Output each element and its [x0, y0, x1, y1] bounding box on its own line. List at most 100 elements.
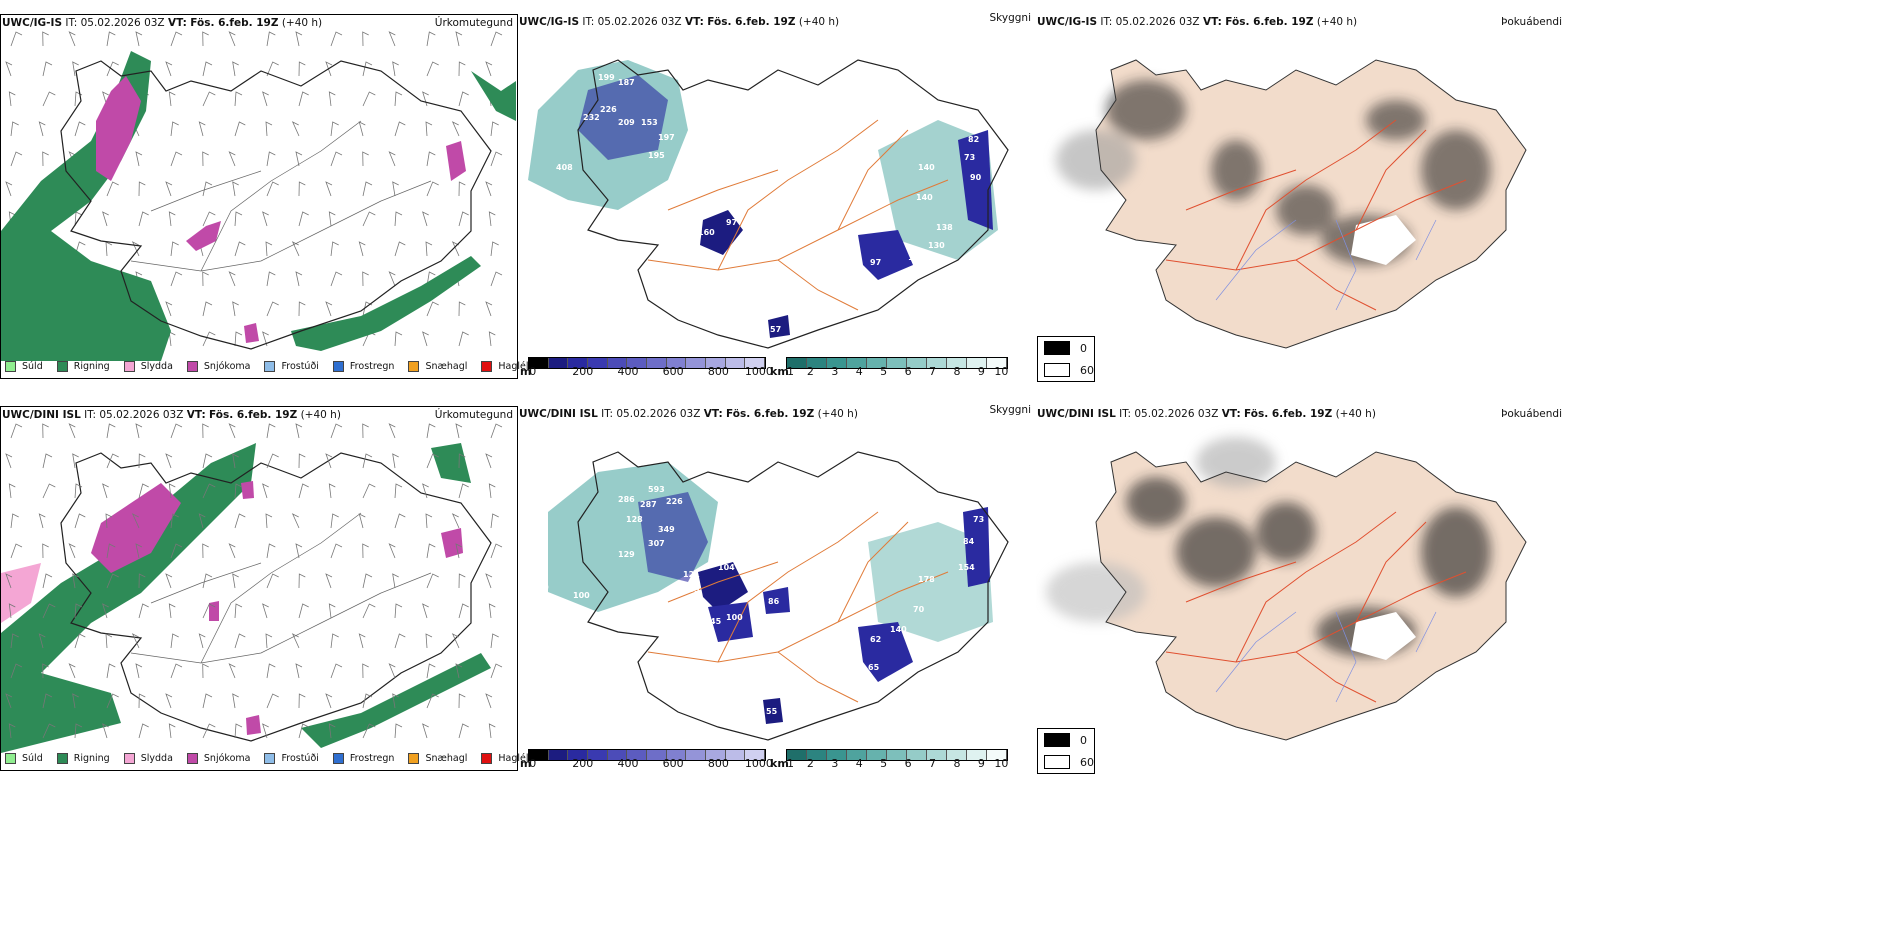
wind-barb: [262, 603, 269, 619]
wind-barb: [42, 31, 49, 47]
ceiling-label: 97: [870, 258, 881, 267]
panel-title: UWC/IG-IS IT: 05.02.2026 03Z VT: Fös. 6.…: [2, 17, 323, 29]
wind-barb: [388, 271, 396, 287]
wind-barb: [426, 301, 439, 317]
wind-barb: [394, 513, 406, 529]
wind-barb: [10, 513, 19, 529]
ceiling-label: 104: [718, 563, 735, 572]
wind-barb: [266, 31, 276, 47]
ceiling-label: 82: [968, 135, 979, 144]
colorbar-segment: [725, 750, 746, 760]
wind-barb: [165, 301, 173, 317]
ceiling-label: 322: [710, 129, 727, 138]
colorbar-segment: [867, 358, 887, 368]
wind-barb: [426, 423, 436, 439]
tick: 3: [831, 365, 839, 378]
colorbar-segment: [947, 750, 967, 760]
wind-barb: [490, 543, 503, 559]
wind-barb: [358, 241, 366, 257]
panel-name: Skyggni: [989, 12, 1032, 24]
wind-barb: [426, 693, 439, 709]
wind-barb: [295, 151, 303, 167]
wind-barb: [330, 31, 343, 47]
wind-barb: [202, 573, 213, 589]
wind-barb: [394, 211, 403, 227]
wind-barb: [202, 151, 209, 167]
wind-barb: [202, 181, 213, 197]
ceiling-label: 199: [598, 73, 615, 82]
fog-legend-item: 60: [1038, 359, 1094, 381]
wind-barb: [202, 693, 213, 709]
wind-barb: [426, 181, 439, 197]
wind-barb: [170, 31, 183, 47]
wind-barb: [458, 61, 466, 77]
wind-barb: [202, 543, 209, 559]
wind-barb: [298, 483, 309, 499]
wind-barb: [451, 121, 460, 137]
wind-barb: [165, 453, 173, 469]
wind-barb: [8, 723, 16, 739]
ceiling-label: 154: [958, 563, 975, 572]
wind-barb: [232, 181, 239, 197]
wind-barb: [106, 61, 119, 77]
fog-panel-bottom: UWC/DINI ISL IT: 05.02.2026 03Z VT: Fös.…: [1036, 406, 1566, 774]
roads: [1165, 511, 1467, 703]
colorbar-segment: [907, 358, 927, 368]
wind-barb: [328, 603, 336, 619]
wind-barb: [265, 513, 273, 529]
roads: [647, 511, 949, 703]
colorbar-segment: [725, 358, 746, 368]
ceiling-label: 178: [918, 575, 935, 584]
legend-item: Súld: [5, 361, 43, 372]
wind-barb: [266, 663, 276, 679]
colorbar-segment: [548, 750, 569, 760]
wind-barb: [42, 723, 56, 739]
ceiling-label: 90: [970, 173, 982, 182]
wind-barb: [458, 693, 466, 709]
tick: 0: [529, 365, 537, 378]
ceiling-colorbar: [528, 357, 766, 369]
legend-item: Frostregn: [332, 753, 394, 764]
wind-barb: [168, 91, 176, 107]
wind-barb: [485, 573, 493, 589]
tick: 9: [977, 757, 985, 770]
wind-barb: [265, 241, 273, 257]
wind-barb: [325, 301, 333, 317]
ceiling-label: 140: [916, 193, 933, 202]
wind-barb: [234, 633, 246, 649]
wind-barb: [202, 301, 213, 317]
wind-barb: [106, 423, 116, 439]
wind-barb: [232, 573, 239, 589]
wind-barb: [228, 543, 236, 559]
wind-barb: [298, 61, 306, 77]
ceiling-label: 55: [763, 218, 775, 227]
ceiling-blue-south: [768, 315, 790, 338]
fog-panel-top: UWC/IG-IS IT: 05.02.2026 03Z VT: Fös. 6.…: [1036, 14, 1566, 382]
wind-barb: [425, 633, 433, 649]
swatch: [56, 361, 68, 372]
swatch: [186, 753, 198, 764]
wind-barb: [42, 91, 56, 107]
wind-barb: [232, 61, 239, 77]
tick: 400: [617, 365, 639, 378]
colorbar-segment: [529, 358, 549, 368]
wind-barb: [490, 151, 503, 167]
iceland-coast: [577, 451, 1009, 741]
wind-barb: [42, 453, 53, 469]
wind-barb: [330, 423, 343, 439]
wind-barb: [295, 663, 303, 679]
wind-barb: [265, 121, 273, 137]
swatch: [1044, 363, 1070, 377]
wind-barb: [394, 483, 403, 499]
wind-barb: [42, 423, 49, 439]
wind-barb: [135, 663, 143, 679]
wind-barb: [358, 513, 366, 529]
wind-barb: [42, 693, 53, 709]
legend-item: Haglél: [481, 753, 529, 764]
wind-barb: [488, 331, 496, 347]
ceiling-label: 45: [710, 617, 722, 626]
ceiling-label: 286: [618, 495, 635, 504]
ceiling-label: 153: [641, 118, 658, 127]
iceland-coast: [1095, 59, 1527, 349]
precip-type-panel-bottom: UWC/DINI ISL IT: 05.02.2026 03Z VT: Fös.…: [0, 406, 529, 771]
